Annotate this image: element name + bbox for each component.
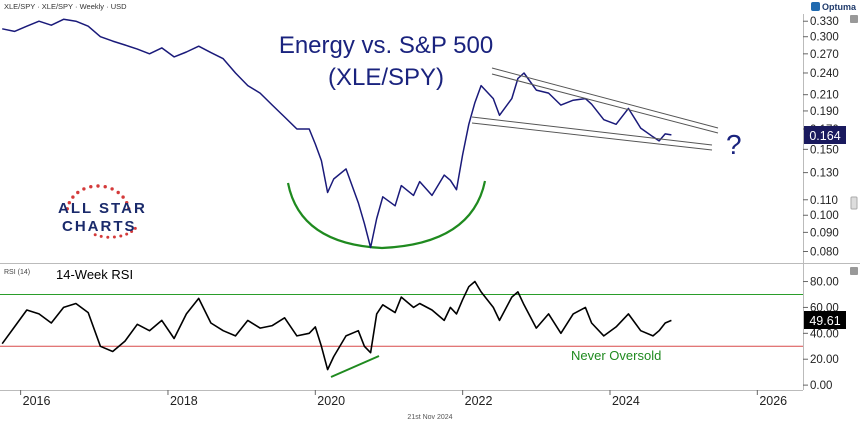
logo-star <box>125 201 129 205</box>
price-axis-ticks: 0.0800.0900.1000.1100.1300.1500.1700.190… <box>803 16 839 259</box>
rsi-title: 14-Week RSI <box>56 267 133 282</box>
logo-star <box>65 207 70 211</box>
chart-title: Energy vs. S&P 500 <box>279 32 493 59</box>
upper-trend-line-outer <box>491 67 719 129</box>
scroll-handle-icon[interactable] <box>850 196 858 210</box>
lower-trend-line-outer <box>471 116 713 146</box>
price-tick-label: 0.090 <box>810 227 839 239</box>
logo-star <box>119 234 123 238</box>
logo-star <box>121 195 125 199</box>
price-tick-label: 0.330 <box>810 16 839 28</box>
rounding-bottom-arc <box>286 180 487 250</box>
rsi-panel-label: RSI (14) <box>4 269 30 276</box>
x-tick-label: 2018 <box>170 394 198 408</box>
price-tick-label: 0.110 <box>810 195 838 207</box>
lower-trend-line-inner <box>471 122 713 151</box>
logo-star <box>133 226 137 230</box>
logo-star <box>127 207 131 211</box>
never-oversold-annotation: Never Oversold <box>571 348 661 363</box>
rsi-panel-lock-icon[interactable] <box>850 267 858 275</box>
x-tick-label: 2020 <box>317 394 345 408</box>
price-tick-label: 0.270 <box>810 49 839 61</box>
rsi-tick-label: 20.00 <box>810 354 839 366</box>
x-axis-ticks: 2016 2018 2020 2022 2024 2026 <box>20 390 787 408</box>
x-tick-label: 2016 <box>23 394 51 408</box>
logo-star <box>103 185 107 189</box>
optuma-logo-icon <box>811 2 820 11</box>
brand-label: Optuma <box>822 2 857 12</box>
logo-star <box>93 233 97 237</box>
last-rsi-value: 49.61 <box>809 314 840 328</box>
upper-trend-line-inner <box>491 73 719 134</box>
price-tick-label: 0.080 <box>810 247 839 259</box>
price-tick-label: 0.100 <box>810 210 839 222</box>
price-tick-label: 0.240 <box>810 68 839 80</box>
x-tick-label: 2024 <box>612 394 640 408</box>
price-tick-label: 0.130 <box>810 168 839 180</box>
rsi-tick-label: 40.00 <box>810 328 839 340</box>
date-footer: 21st Nov 2024 <box>407 414 452 421</box>
x-tick-label: 2026 <box>759 394 787 408</box>
price-tick-label: 0.210 <box>810 90 839 102</box>
rsi-divergence-line <box>330 355 380 378</box>
logo-line-1: ALL STAR <box>58 200 147 217</box>
rsi-series-line <box>1 280 672 371</box>
price-tick-label: 0.150 <box>810 144 839 156</box>
x-tick-label: 2022 <box>465 394 493 408</box>
last-price-value: 0.164 <box>809 129 840 143</box>
logo-star <box>82 187 86 191</box>
panel-scroll-controls[interactable] <box>850 15 858 275</box>
rsi-tick-label: 0.00 <box>810 380 832 392</box>
logo-star <box>110 187 114 191</box>
price-tick-label: 0.190 <box>810 106 839 118</box>
price-panel-lock-icon[interactable] <box>850 15 858 23</box>
logo-star <box>67 201 72 205</box>
price-series-line <box>2 18 672 249</box>
logo-star <box>112 235 116 239</box>
last-rsi-badge <box>804 311 846 329</box>
symbol-header: XLE/SPY · XLE/SPY · Weekly · USD <box>4 2 127 11</box>
logo-star <box>116 190 120 195</box>
price-tick-label: 0.300 <box>810 32 839 44</box>
logo-star <box>76 190 80 195</box>
logo-star <box>99 234 103 238</box>
logo-star <box>106 235 110 239</box>
logo-star <box>89 185 93 189</box>
all-star-charts-logo: ALL STAR CHARTS <box>58 184 147 239</box>
logo-star-arc <box>65 184 137 239</box>
logo-line-2: CHARTS <box>62 218 137 235</box>
logo-star <box>96 184 100 188</box>
logo-star <box>130 230 134 233</box>
wedge-trend-lines <box>471 67 719 151</box>
logo-star <box>125 232 129 236</box>
rsi-tick-label: 80.00 <box>810 277 839 289</box>
question-mark: ? <box>726 129 742 160</box>
last-price-badge <box>804 126 846 144</box>
chart-subtitle: (XLE/SPY) <box>328 64 444 91</box>
logo-star <box>71 195 75 199</box>
